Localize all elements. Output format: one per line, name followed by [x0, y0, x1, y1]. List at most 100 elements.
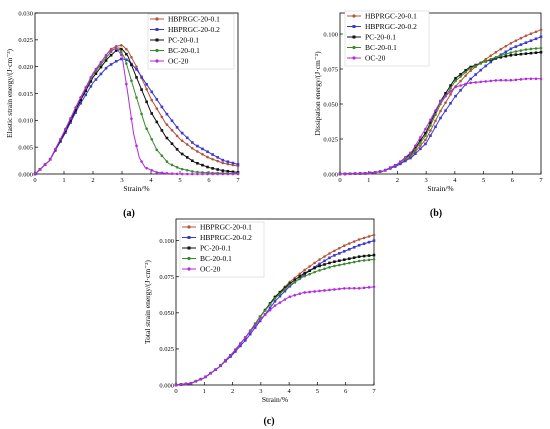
data-point: [191, 159, 194, 163]
x-tick-label: 3: [259, 388, 262, 395]
data-point: [94, 72, 98, 75]
data-point: [219, 364, 222, 367]
x-tick-label: 5: [178, 177, 181, 184]
data-point: [104, 56, 108, 60]
data-point: [429, 134, 432, 137]
data-point: [180, 172, 184, 176]
legend-label: BC-20-0.1: [200, 254, 232, 263]
data-point: [479, 80, 483, 84]
data-point: [268, 306, 272, 310]
data-point: [135, 76, 138, 79]
data-point: [524, 52, 528, 55]
data-point: [524, 48, 528, 51]
data-point: [459, 84, 462, 87]
data-point: [74, 106, 77, 109]
y-tick-label: 0.010: [18, 118, 33, 125]
data-point: [99, 72, 103, 76]
data-point: [160, 105, 164, 109]
x-tick-label: 6: [511, 177, 515, 184]
legend-marker: [187, 256, 191, 261]
x-tick-label: 5: [482, 177, 485, 184]
data-point: [534, 51, 538, 54]
data-point: [160, 154, 164, 158]
data-point: [404, 155, 407, 159]
x-tick-label: 2: [91, 177, 94, 184]
series-oc-20: [174, 285, 376, 387]
data-point: [170, 142, 174, 145]
data-point: [424, 142, 427, 146]
data-point: [224, 359, 227, 362]
data-point: [155, 171, 159, 174]
legend-marker: [352, 45, 356, 50]
legend-label: PC-20-0.1: [200, 244, 231, 253]
chart-panel-1: 0 1 2 3 4 5 6 7 0.000 0.005 0.010 0.015 0.020 0.025 0.…: [5, 10, 240, 219]
data-point: [263, 313, 267, 317]
data-point: [343, 258, 346, 262]
data-point: [439, 109, 442, 113]
data-point: [263, 309, 267, 312]
data-point: [357, 238, 361, 241]
data-point: [368, 171, 372, 175]
data-point: [429, 129, 432, 132]
chart-panel-3: 0 1 2 3 4 5 6 7 0.000 0.025 0.050 0.075 0.100 Strain/…: [143, 218, 376, 427]
data-point: [333, 254, 336, 257]
data-point: [409, 151, 412, 155]
data-point: [459, 88, 462, 92]
data-point: [211, 157, 214, 161]
data-point: [74, 108, 77, 112]
data-point: [439, 116, 442, 120]
y-tick-label: 0.025: [18, 37, 33, 44]
legend-label: HBPRGC-20-0.1: [200, 223, 252, 232]
data-point: [283, 287, 287, 291]
data-point: [165, 160, 169, 163]
data-point: [74, 111, 77, 114]
data-point: [434, 113, 437, 117]
y-tick-label: 0.100: [159, 238, 174, 245]
data-point: [343, 244, 346, 248]
data-point: [529, 47, 533, 51]
data-point: [499, 55, 503, 59]
data-point: [244, 336, 247, 339]
data-point: [534, 37, 538, 41]
data-point: [140, 112, 143, 116]
data-point: [201, 147, 204, 151]
data-point: [499, 78, 503, 82]
x-axis-label: Strain/%: [427, 184, 453, 193]
x-tick-label: 2: [396, 177, 399, 184]
data-point: [424, 138, 427, 142]
data-point: [318, 262, 321, 266]
x-tick-label: 0: [174, 388, 177, 395]
data-point: [293, 276, 297, 280]
data-point: [234, 348, 237, 352]
data-point: [184, 382, 188, 386]
data-point: [464, 70, 467, 74]
data-point: [494, 55, 498, 59]
data-point: [444, 95, 447, 98]
data-point: [529, 32, 533, 36]
data-point: [114, 46, 118, 50]
data-point: [524, 41, 528, 44]
data-point: [479, 68, 482, 72]
data-point: [399, 162, 402, 166]
data-point: [175, 126, 179, 129]
x-axis-label: Strain/%: [123, 184, 149, 193]
data-point: [298, 277, 302, 281]
data-point: [94, 67, 98, 71]
legend-label: HBPRGC-20-0.2: [168, 25, 220, 34]
data-point: [84, 89, 88, 93]
data-point: [318, 264, 321, 268]
data-point: [201, 172, 204, 176]
data-point: [179, 383, 183, 386]
data-point: [109, 63, 113, 66]
data-point: [372, 233, 376, 237]
data-point: [362, 254, 366, 258]
data-point: [514, 39, 518, 42]
data-point: [449, 90, 452, 93]
legend-label: PC-20-0.1: [365, 33, 396, 42]
data-point: [313, 290, 316, 293]
legend-label: BC-20-0.1: [365, 43, 397, 52]
data-point: [94, 78, 98, 81]
data-point: [383, 168, 387, 172]
data-point: [409, 156, 412, 160]
